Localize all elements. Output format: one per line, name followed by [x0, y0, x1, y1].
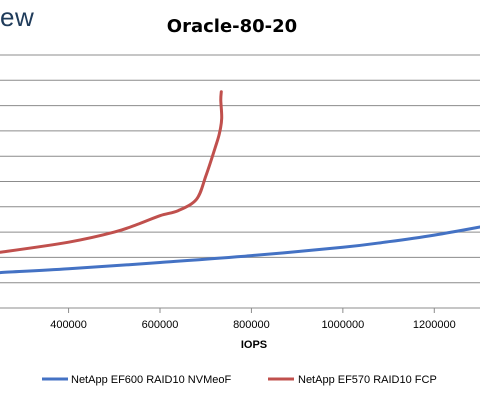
series-group [0, 90, 480, 275]
x-tick-label: 1000000 [321, 319, 364, 331]
legend: NetApp EF600 RAID10 NVMeoF NetApp EF570 R… [42, 374, 437, 386]
x-tick-label: 400000 [50, 319, 87, 331]
x-axis-title: IOPS [241, 339, 267, 351]
legend-label-1: NetApp EF600 RAID10 NVMeoF [71, 374, 231, 386]
series-line-2 [0, 90, 224, 254]
gridlines [0, 54, 480, 284]
x-axis-ticks: 400000 600000 800000 1000000 1200000 [50, 308, 456, 331]
x-tick-label: 1200000 [413, 319, 456, 331]
series-line-1 [0, 225, 480, 275]
logo-text-fragment: ew [0, 2, 35, 32]
x-tick-label: 800000 [233, 319, 270, 331]
x-tick-label: 600000 [142, 319, 179, 331]
legend-label-2: NetApp EF570 RAID10 FCP [298, 374, 437, 386]
chart-title: Oracle-80-20 [167, 16, 297, 37]
